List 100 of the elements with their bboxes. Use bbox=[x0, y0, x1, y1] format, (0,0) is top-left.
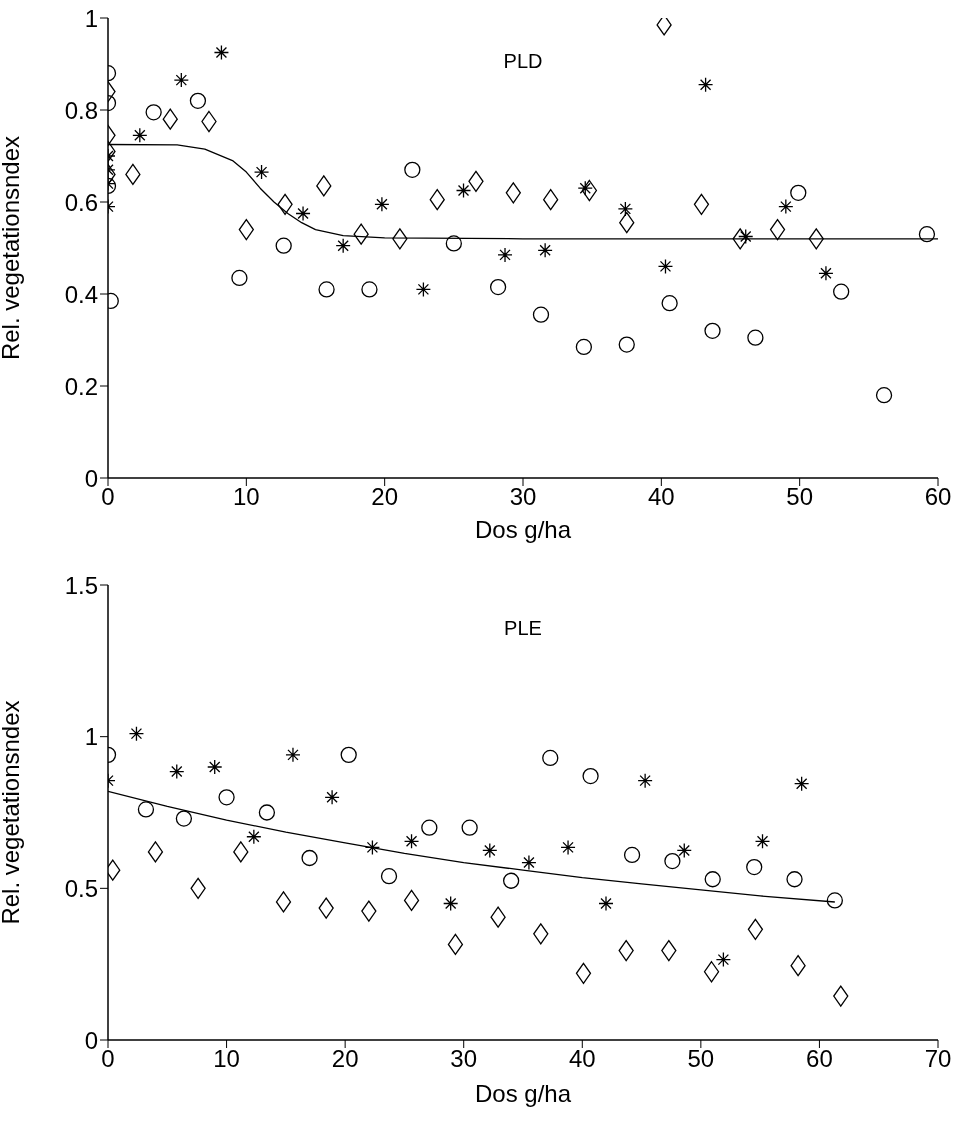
x-tick-label: 30 bbox=[509, 483, 537, 511]
point bbox=[715, 951, 732, 968]
point bbox=[618, 336, 635, 353]
point bbox=[833, 283, 850, 300]
y-axis-title: Rel. vegetationsndex bbox=[0, 700, 24, 925]
point bbox=[190, 877, 206, 899]
point bbox=[246, 829, 262, 845]
point bbox=[403, 833, 420, 849]
point bbox=[468, 170, 484, 192]
point bbox=[532, 306, 550, 323]
point bbox=[582, 767, 599, 785]
point bbox=[233, 841, 249, 863]
point bbox=[189, 92, 207, 109]
point bbox=[875, 387, 893, 404]
point bbox=[169, 763, 185, 780]
x-axis-title: Dos g/ha bbox=[474, 1080, 572, 1107]
x-tick-label: 10 bbox=[213, 1045, 240, 1073]
point bbox=[704, 322, 721, 339]
point bbox=[443, 895, 459, 912]
point bbox=[128, 725, 145, 742]
point bbox=[253, 164, 270, 180]
point bbox=[301, 849, 318, 867]
point bbox=[826, 892, 843, 909]
point bbox=[295, 205, 311, 222]
point bbox=[533, 923, 549, 945]
point bbox=[747, 329, 764, 346]
point bbox=[318, 897, 334, 919]
point bbox=[657, 258, 674, 275]
point bbox=[623, 846, 641, 864]
point bbox=[162, 108, 178, 130]
point bbox=[542, 749, 559, 767]
point bbox=[429, 189, 445, 211]
y-tick-label: 0 bbox=[84, 464, 98, 492]
point bbox=[581, 179, 598, 202]
point bbox=[213, 44, 230, 61]
point bbox=[445, 235, 462, 252]
point bbox=[404, 161, 421, 178]
x-tick-label: 0 bbox=[101, 483, 115, 511]
point bbox=[277, 193, 293, 215]
point bbox=[324, 789, 340, 805]
point bbox=[598, 895, 614, 912]
point bbox=[421, 819, 438, 836]
point bbox=[364, 839, 381, 856]
point bbox=[318, 281, 335, 298]
point bbox=[489, 278, 507, 296]
point bbox=[403, 889, 420, 912]
point bbox=[664, 852, 681, 870]
point bbox=[497, 247, 513, 263]
point bbox=[145, 104, 162, 121]
point bbox=[361, 900, 377, 922]
point bbox=[175, 810, 193, 827]
y-axis-title: Rel. vegetationsndex bbox=[0, 135, 24, 361]
point bbox=[505, 182, 521, 204]
x-tick-label: 10 bbox=[232, 483, 260, 511]
x-tick-label: 20 bbox=[371, 483, 399, 511]
point bbox=[502, 872, 520, 889]
point bbox=[918, 226, 936, 243]
y-tick-label: 0.2 bbox=[64, 372, 98, 400]
x-tick-label: 40 bbox=[647, 483, 675, 511]
x-axis-title: Dos g/ha bbox=[474, 516, 572, 543]
x-tick-label: 30 bbox=[450, 1045, 478, 1073]
point bbox=[808, 228, 824, 250]
point bbox=[746, 858, 763, 876]
point bbox=[218, 789, 235, 806]
text: PLE bbox=[504, 617, 542, 639]
point bbox=[543, 189, 559, 211]
text: PLD bbox=[503, 50, 543, 72]
point bbox=[137, 801, 155, 818]
point bbox=[637, 773, 653, 789]
y-tick-label: 0.5 bbox=[64, 874, 98, 902]
point bbox=[521, 854, 537, 871]
point bbox=[231, 269, 248, 287]
point bbox=[340, 746, 357, 764]
point bbox=[769, 218, 786, 241]
point bbox=[747, 918, 764, 940]
x-tick-label: 70 bbox=[924, 1045, 952, 1073]
point bbox=[790, 955, 806, 977]
x-tick-label: 50 bbox=[786, 483, 814, 511]
y-tick-label: 1.5 bbox=[64, 571, 98, 599]
y-tick-label: 0.4 bbox=[64, 280, 98, 308]
point bbox=[361, 281, 378, 298]
point bbox=[374, 196, 390, 212]
point bbox=[617, 201, 634, 217]
point bbox=[415, 281, 432, 298]
point bbox=[447, 933, 464, 956]
point bbox=[258, 804, 276, 821]
y-tick-label: 0.6 bbox=[64, 188, 98, 216]
y-tick-label: 0.8 bbox=[64, 96, 98, 124]
point bbox=[704, 871, 721, 888]
point bbox=[703, 961, 720, 983]
point bbox=[275, 237, 292, 254]
point bbox=[275, 891, 292, 913]
point bbox=[818, 265, 834, 281]
x-tick-label: 0 bbox=[101, 1045, 115, 1073]
point bbox=[833, 985, 849, 1007]
y-tick-label: 1 bbox=[84, 4, 98, 32]
point bbox=[482, 842, 498, 859]
x-tick-label: 60 bbox=[806, 1045, 833, 1073]
point bbox=[392, 228, 408, 250]
point bbox=[490, 906, 506, 928]
